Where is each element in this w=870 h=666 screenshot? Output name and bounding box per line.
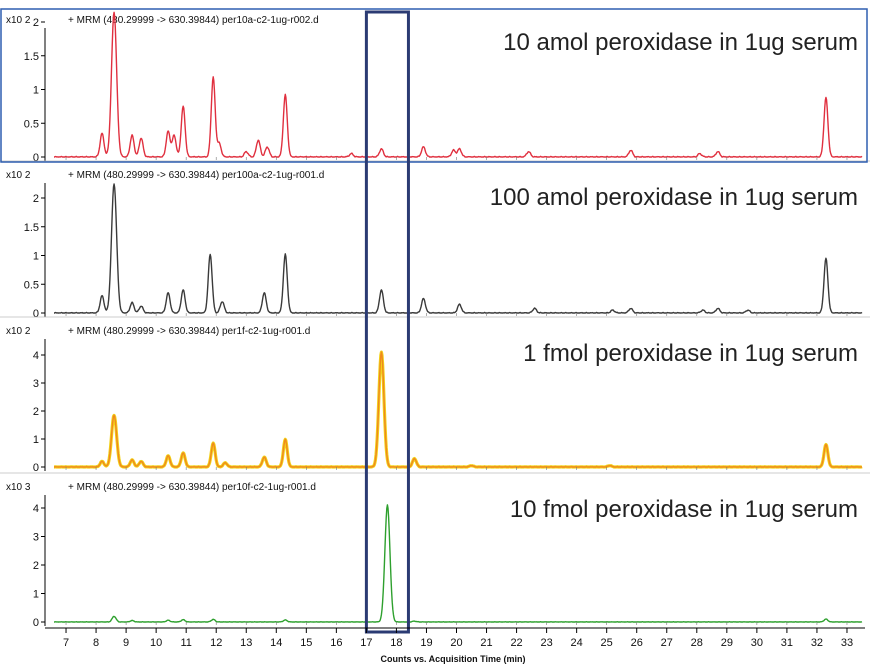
y-tick-label: 1.5 — [24, 51, 39, 63]
x-tick-label: 32 — [811, 637, 823, 649]
x-tick-label: 27 — [661, 637, 673, 649]
y-tick-label: 0 — [33, 617, 39, 629]
y-multiplier: x10 3 — [6, 482, 31, 493]
panel-label: 1 fmol peroxidase in 1ug serum — [523, 340, 858, 367]
x-tick-label: 12 — [210, 637, 222, 649]
selected-panel-frame — [0, 8, 868, 163]
chromatogram-trace — [53, 183, 863, 314]
panel-header: + MRM (480.29999 -> 630.39844) per10a-c2… — [68, 15, 319, 26]
x-tick-label: 16 — [330, 637, 342, 649]
y-tick-label: 2 — [33, 17, 39, 29]
x-tick-label: 31 — [781, 637, 793, 649]
y-tick-label: 4 — [33, 503, 39, 515]
chromatogram-panel-4: x10 3 + MRM (480.29999 -> 630.39844) per1… — [6, 482, 863, 629]
chromatogram-trace — [53, 11, 863, 158]
x-tick-label: 9 — [123, 637, 129, 649]
y-tick-label: 0 — [33, 308, 39, 320]
y-tick-label: 0 — [33, 152, 39, 164]
x-tick-label: 18 — [390, 637, 402, 649]
x-tick-label: 26 — [631, 637, 643, 649]
x-tick-label: 17 — [360, 637, 372, 649]
y-tick-label: 4 — [33, 350, 39, 362]
y-tick-label: 1 — [33, 251, 39, 263]
chromatogram-trace — [53, 351, 863, 468]
y-tick-label: 1.5 — [24, 222, 39, 234]
x-tick-label: 8 — [93, 637, 99, 649]
chromatogram-panel-2: x10 2 + MRM (480.29999 -> 630.39844) per1… — [0, 170, 870, 320]
y-tick-label: 1 — [33, 85, 39, 97]
x-tick-label: 23 — [540, 637, 552, 649]
x-tick-label: 19 — [420, 637, 432, 649]
x-tick-label: 11 — [180, 637, 191, 649]
panel-header: + MRM (480.29999 -> 630.39844) per10f-c2… — [68, 482, 316, 493]
y-multiplier: x10 2 — [6, 326, 31, 337]
x-axis-title: Counts vs. Acquisition Time (min) — [380, 654, 525, 664]
y-multiplier: x10 2 — [6, 170, 31, 181]
y-multiplier: x10 2 — [6, 15, 31, 26]
x-tick-label: 29 — [721, 637, 733, 649]
x-tick-label: 24 — [571, 637, 583, 649]
x-tick-label: 13 — [240, 637, 252, 649]
y-tick-label: 3 — [33, 532, 39, 544]
y-tick-label: 1 — [33, 434, 39, 446]
x-tick-label: 33 — [841, 637, 853, 649]
y-tick-label: 3 — [33, 378, 39, 390]
x-tick-label: 28 — [691, 637, 703, 649]
y-tick-label: 0.5 — [24, 279, 39, 291]
panel-label: 10 amol peroxidase in 1ug serum — [503, 29, 858, 56]
highlight-window — [364, 10, 410, 634]
x-tick-label: 20 — [450, 637, 462, 649]
y-tick-label: 0 — [33, 462, 39, 474]
chromatogram-trace — [53, 504, 863, 623]
x-tick-label: 14 — [270, 637, 282, 649]
x-tick-label: 21 — [480, 637, 492, 649]
y-tick-label: 2 — [33, 193, 39, 205]
chromatogram-panel-1: x10 2 + MRM (480.29999 -> 630.39844) per1… — [0, 11, 870, 164]
y-tick-label: 0.5 — [24, 118, 39, 130]
x-tick-label: 30 — [751, 637, 763, 649]
panel-header: + MRM (480.29999 -> 630.39844) per100a-c… — [68, 170, 324, 181]
panel-label: 10 fmol peroxidase in 1ug serum — [510, 496, 858, 523]
chromatogram-panel-3: x10 2 + MRM (480.29999 -> 630.39844) per1… — [0, 326, 870, 474]
x-tick-label: 15 — [300, 637, 312, 649]
panel-header: + MRM (480.29999 -> 630.39844) per1f-c2-… — [68, 326, 310, 337]
trace-glow — [53, 350, 863, 469]
x-tick-label: 22 — [510, 637, 522, 649]
y-tick-label: 1 — [33, 589, 39, 601]
x-tick-label: 7 — [63, 637, 69, 649]
y-tick-label: 2 — [33, 560, 39, 572]
y-tick-label: 2 — [33, 406, 39, 418]
x-tick-label: 25 — [601, 637, 613, 649]
panel-label: 100 amol peroxidase in 1ug serum — [490, 184, 858, 211]
x-tick-label: 10 — [150, 637, 162, 649]
